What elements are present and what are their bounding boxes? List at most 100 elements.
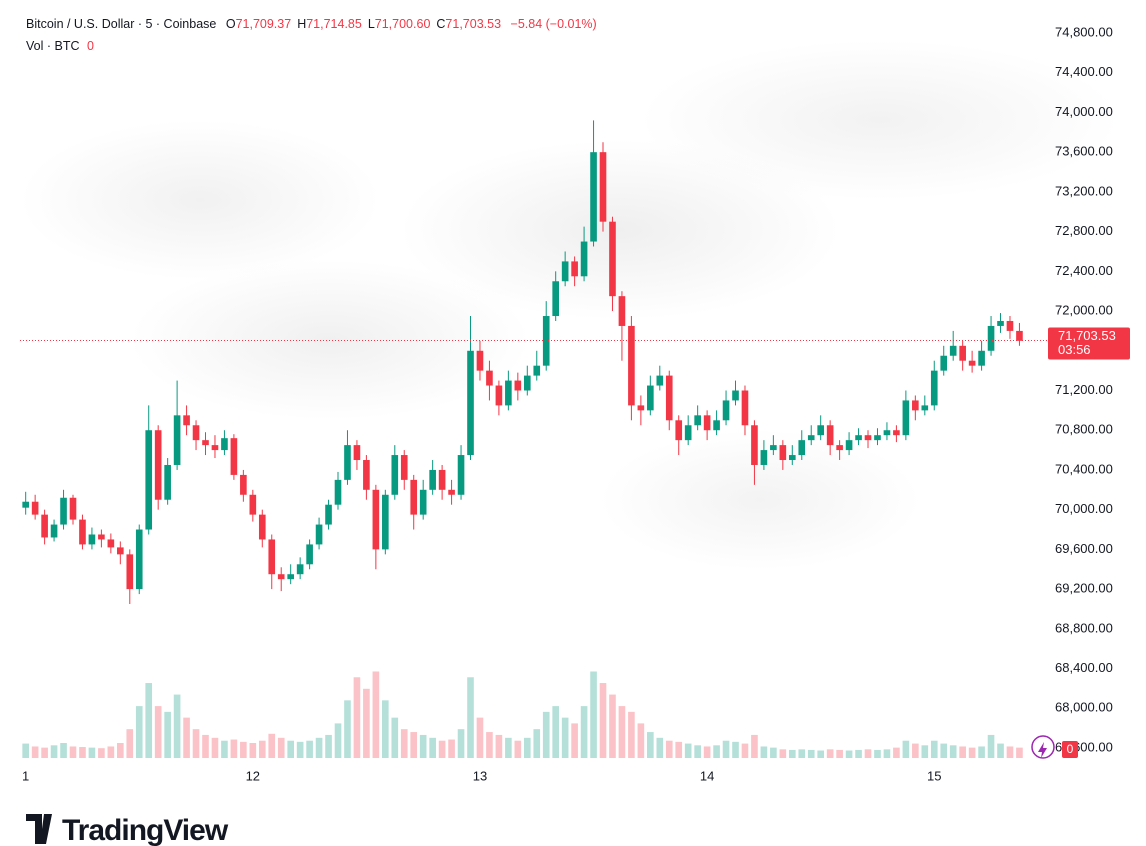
ohlc-value: 71,703.53: [445, 17, 502, 31]
candle-body: [31, 501, 39, 515]
volume-bar: [476, 717, 484, 758]
volume-bar: [31, 746, 39, 758]
y-tick-label: 74,000.00: [1055, 104, 1113, 119]
change: −5.84 (−0.01%): [510, 17, 597, 31]
candle-body: [277, 574, 285, 580]
volume-bar: [372, 671, 380, 758]
volume-bar: [807, 749, 815, 758]
volume-bar: [221, 740, 228, 758]
candle-body: [230, 438, 238, 475]
ohlc-value: 71,700.60: [374, 17, 431, 31]
volume-bar: [448, 739, 455, 758]
volume-bar: [268, 733, 276, 758]
candle-body: [448, 489, 455, 495]
volume-bar: [1006, 746, 1014, 758]
volume-bar: [599, 683, 607, 758]
volume-bar: [98, 748, 105, 758]
volume-bar: [855, 749, 862, 758]
candle-body: [580, 241, 588, 277]
ohlc-value: 71,709.37: [235, 17, 292, 31]
volume-bar: [703, 746, 711, 758]
volume-bar: [533, 729, 541, 758]
volume-bar: [60, 743, 67, 758]
ohlc-key: C: [436, 17, 446, 31]
volume-bar: [154, 706, 162, 758]
x-tick-label: 1: [22, 768, 29, 783]
volume-bar: [978, 746, 985, 758]
volume-pane: [22, 671, 1023, 758]
y-tick-label: 72,000.00: [1055, 302, 1113, 317]
y-tick-label: 69,200.00: [1055, 581, 1113, 596]
y-tick-label: 69,600.00: [1055, 541, 1113, 556]
candle-body: [523, 375, 531, 391]
candle-body: [959, 345, 966, 361]
candle-body: [760, 450, 768, 465]
volume-title: Vol · BTC: [26, 39, 80, 53]
volume-bar: [788, 749, 796, 758]
candle-body: [968, 360, 976, 366]
y-tick-label: 71,200.00: [1055, 382, 1113, 397]
volume-bar: [779, 749, 787, 758]
volume-bar: [467, 677, 474, 758]
candle-body: [949, 345, 957, 356]
volume-bar: [940, 743, 948, 758]
candle-body: [912, 400, 919, 411]
volume-bar: [628, 711, 635, 758]
candle-body: [703, 415, 711, 431]
volume-bar: [240, 741, 247, 758]
candle-body: [618, 296, 626, 326]
y-tick-label: 68,800.00: [1055, 620, 1113, 635]
candle-body: [60, 497, 67, 525]
volume-bar: [675, 741, 683, 758]
candle-body: [997, 320, 1004, 326]
volume-bar: [410, 732, 418, 758]
candle-body: [50, 524, 58, 538]
volume-bar: [665, 740, 673, 758]
price-tag: [1048, 327, 1130, 360]
candle-body: [874, 435, 881, 441]
y-tick-label: 70,000.00: [1055, 501, 1113, 516]
volume-bar: [344, 700, 351, 758]
volume-bar: [145, 683, 153, 758]
candle-body: [694, 415, 701, 426]
volume-bar: [41, 747, 48, 758]
volume-bar: [400, 729, 408, 758]
volume-bar: [438, 740, 446, 758]
candle-body: [249, 494, 257, 515]
volume-bar: [684, 743, 692, 758]
candle-body: [438, 469, 446, 490]
candle-body: [883, 430, 891, 436]
candle-body: [921, 405, 929, 411]
candle-body: [826, 425, 834, 446]
candle-body: [514, 380, 522, 391]
volume-bar: [590, 671, 597, 758]
candle-body: [751, 425, 758, 465]
volume-bar: [826, 749, 834, 758]
candle-body: [258, 514, 266, 540]
y-tick-label: 70,400.00: [1055, 461, 1113, 476]
volume-bar: [902, 740, 910, 758]
candle-body: [476, 350, 484, 371]
countdown: 03:56: [1058, 342, 1091, 357]
candle-body: [542, 316, 550, 366]
candle-body: [665, 375, 673, 421]
x-tick-label: 13: [473, 768, 487, 783]
candle-body: [940, 355, 948, 371]
volume-badge-value: 0: [1067, 742, 1074, 756]
candle-body: [334, 479, 342, 505]
candle-body: [571, 261, 578, 277]
candle-body: [978, 350, 985, 366]
y-tick-label: 74,400.00: [1055, 64, 1113, 79]
volume-bar: [230, 739, 238, 758]
candle-body: [391, 455, 399, 495]
candle-body: [382, 494, 389, 550]
x-tick-label: 14: [700, 768, 714, 783]
volume-bar: [258, 740, 266, 758]
volume-bar: [987, 734, 995, 758]
candle-body: [675, 420, 683, 441]
volume-bar: [921, 745, 929, 758]
candle-body: [126, 554, 134, 590]
candle-body: [154, 430, 162, 500]
